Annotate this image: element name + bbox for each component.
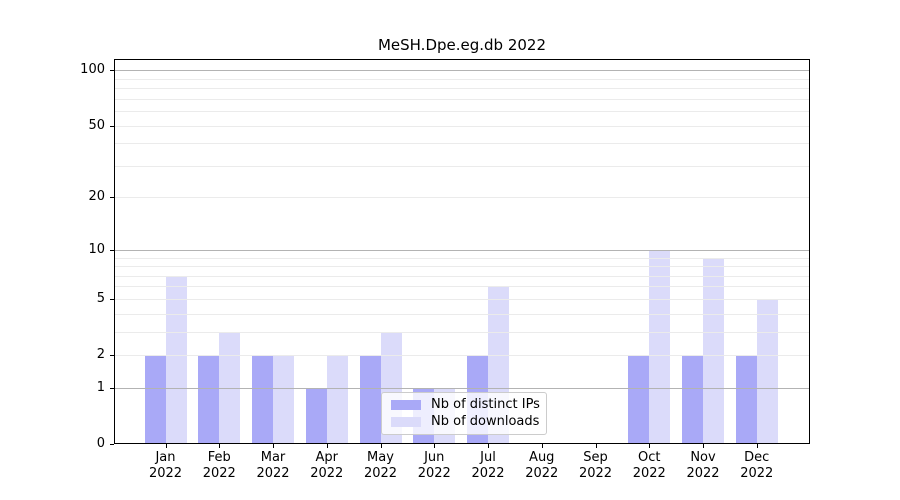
bar-ips-nov [682,355,703,443]
x-tick-label: Dec 2022 [740,450,774,481]
gridline-minor [115,111,809,113]
x-tick [273,444,274,448]
y-tick-label: 0 [96,436,105,451]
gridline-minor [115,98,809,100]
x-tick-label: Jul 2022 [471,450,505,481]
bar-ips-dec [735,355,757,443]
gridline-minor [115,257,809,259]
y-tick-label: 100 [80,62,105,78]
gridline-minor [115,266,809,268]
y-tick-label: 50 [88,117,105,133]
y-tick [110,444,114,445]
bar-ips-jan [144,355,166,443]
x-tick-label: Mar 2022 [256,450,290,481]
legend-label-distinct-ips: Nb of distinct IPs [431,397,540,413]
legend-swatch-distinct-ips [391,400,421,411]
y-tick [110,388,114,389]
gridline-minor [115,313,809,315]
gridline-minor [115,275,809,277]
bar-downloads-feb [219,331,241,443]
gridline-major [115,387,809,389]
gridline-minor [115,143,809,145]
legend: Nb of distinct IPs Nb of downloads [381,392,547,435]
y-tick-label: 10 [88,241,105,257]
y-tick-label: 20 [88,189,105,205]
gridline-minor [115,197,809,199]
bar-downloads-nov [703,257,724,443]
x-tick-label: Sep 2022 [578,450,613,481]
legend-swatch-downloads [391,416,421,427]
x-tick [327,444,328,448]
y-tick [110,70,114,71]
x-tick-label: May 2022 [363,450,398,481]
x-tick [434,444,435,448]
x-tick [381,444,382,448]
x-tick [596,444,597,448]
y-tick [110,299,114,300]
gridline-major [115,70,809,72]
bar-ips-feb [198,355,220,443]
x-tick-label: Jun 2022 [417,450,451,481]
x-tick-label: Aug 2022 [525,450,559,481]
x-tick [488,444,489,448]
bar-ips-apr [305,387,327,443]
x-tick [542,444,543,448]
bar-ips-oct [628,355,650,443]
plot-area [114,59,810,444]
gridline-minor [115,125,809,127]
legend-label-downloads: Nb of downloads [431,413,540,429]
y-tick-label: 1 [96,379,105,395]
x-tick [757,444,758,448]
y-tick-label: 5 [96,290,105,306]
bar-downloads-dec [756,298,778,443]
bar-ips-mar [252,355,273,443]
gridline-minor [115,286,809,288]
gridline-minor [115,78,809,80]
y-tick [110,355,114,356]
gridline-minor [115,331,809,333]
y-tick [110,197,114,198]
gridline-minor [115,298,809,300]
chart-title: MeSH.Dpe.eg.db 2022 [377,36,547,54]
y-tick [110,250,114,251]
gridline-minor [115,165,809,167]
gridline-minor [115,88,809,90]
y-tick-label: 2 [96,347,105,363]
x-tick-label: Nov 2022 [686,450,720,481]
x-tick [166,444,167,448]
x-tick-label: Feb 2022 [202,450,236,481]
legend-item-downloads: Nb of downloads [391,413,540,429]
bar-downloads-jan [165,275,187,443]
x-tick [649,444,650,448]
x-tick [703,444,704,448]
x-tick-label: Oct 2022 [632,450,666,481]
bar-ips-may [359,355,381,443]
bar-downloads-apr [326,355,348,443]
y-tick [110,126,114,127]
x-tick-label: Jan 2022 [148,450,183,481]
x-tick [219,444,220,448]
gridline-major [115,249,809,251]
x-tick-label: Apr 2022 [310,450,344,481]
gridline-minor [115,355,809,357]
legend-item-distinct-ips: Nb of distinct IPs [391,397,540,413]
bar-downloads-mar [273,355,294,443]
bar-downloads-oct [649,249,671,443]
